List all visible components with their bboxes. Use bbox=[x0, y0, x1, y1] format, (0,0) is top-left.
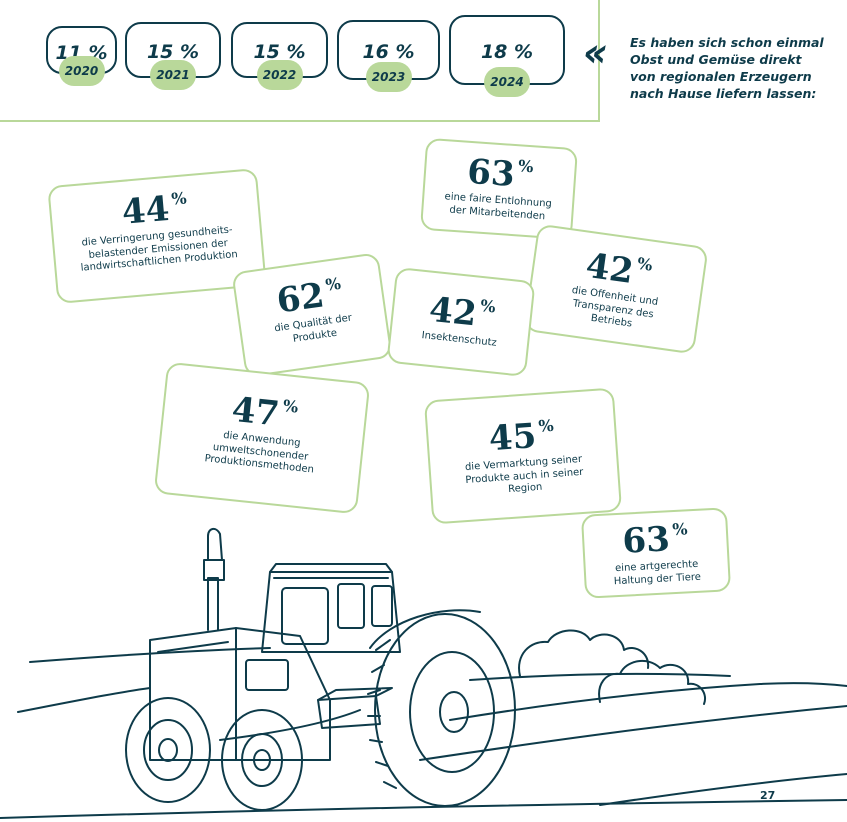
stat-value: 62 bbox=[274, 275, 327, 322]
year-badge: 2024 bbox=[484, 67, 530, 97]
year-percentage: 15 % bbox=[253, 41, 306, 63]
stat-percent-sign: % bbox=[636, 253, 654, 275]
stat-value: 47 bbox=[229, 389, 282, 435]
stat-value: 45 bbox=[487, 416, 538, 460]
stat-value: 63 bbox=[621, 519, 671, 562]
stat-card-regional-marketing: 45% die Vermarktung seiner Produkte auch… bbox=[423, 387, 623, 525]
stat-percent-sign: % bbox=[479, 295, 497, 317]
year-badge: 2021 bbox=[150, 60, 196, 90]
stat-label: die Vermarktung seiner Produkte auch in … bbox=[464, 453, 584, 496]
stat-value: 42 bbox=[427, 289, 479, 335]
stat-percent-sign: % bbox=[170, 188, 188, 209]
year-box-2024: 18 % 2024 bbox=[449, 15, 565, 97]
year-percentage: 18 % bbox=[480, 41, 534, 63]
year-box-2022: 15 % 2022 bbox=[231, 22, 328, 90]
divider-horizontal bbox=[0, 120, 600, 122]
stat-percent-sign: % bbox=[324, 273, 342, 295]
stat-value: 63 bbox=[465, 151, 516, 196]
divider-vertical bbox=[598, 0, 600, 121]
year-box-2020: 11 % 2020 bbox=[46, 26, 117, 86]
stat-percent-sign: % bbox=[671, 519, 689, 540]
stat-card-insect-protection: 42% Insektenschutz bbox=[386, 266, 536, 378]
year-box-2023: 16 % 2023 bbox=[337, 20, 440, 92]
stat-value: 42 bbox=[583, 245, 636, 293]
year-box-2021: 15 % 2021 bbox=[125, 22, 221, 90]
year-badge: 2022 bbox=[256, 60, 303, 90]
intro-text: Es haben sich schon einmal Obst und Gemü… bbox=[630, 35, 824, 101]
stat-card-eco-methods: 47% die Anwendung umweltschonender Produ… bbox=[153, 361, 371, 515]
stat-card-animal-welfare: 63% eine artgerechte Haltung der Tiere bbox=[580, 507, 732, 599]
year-badge: 2023 bbox=[365, 62, 412, 92]
stat-card-quality: 62% die Qualität der Produkte bbox=[231, 252, 393, 378]
year-percentage: 16 % bbox=[362, 41, 415, 63]
page-number: 27 bbox=[760, 789, 776, 802]
stat-value: 44 bbox=[120, 188, 171, 233]
stat-label: eine faire Entlohnung der Mitarbeitenden bbox=[444, 191, 553, 222]
stat-percent-sign: % bbox=[537, 415, 555, 436]
stat-percent-sign: % bbox=[517, 156, 535, 177]
year-percentage: 15 % bbox=[146, 41, 200, 63]
stat-label: die Anwendung umweltschonender Produktio… bbox=[204, 429, 315, 476]
stat-label: eine artgerechte Haltung der Tiere bbox=[613, 558, 702, 587]
stat-percent-sign: % bbox=[282, 396, 300, 417]
year-badge: 2020 bbox=[58, 56, 105, 86]
